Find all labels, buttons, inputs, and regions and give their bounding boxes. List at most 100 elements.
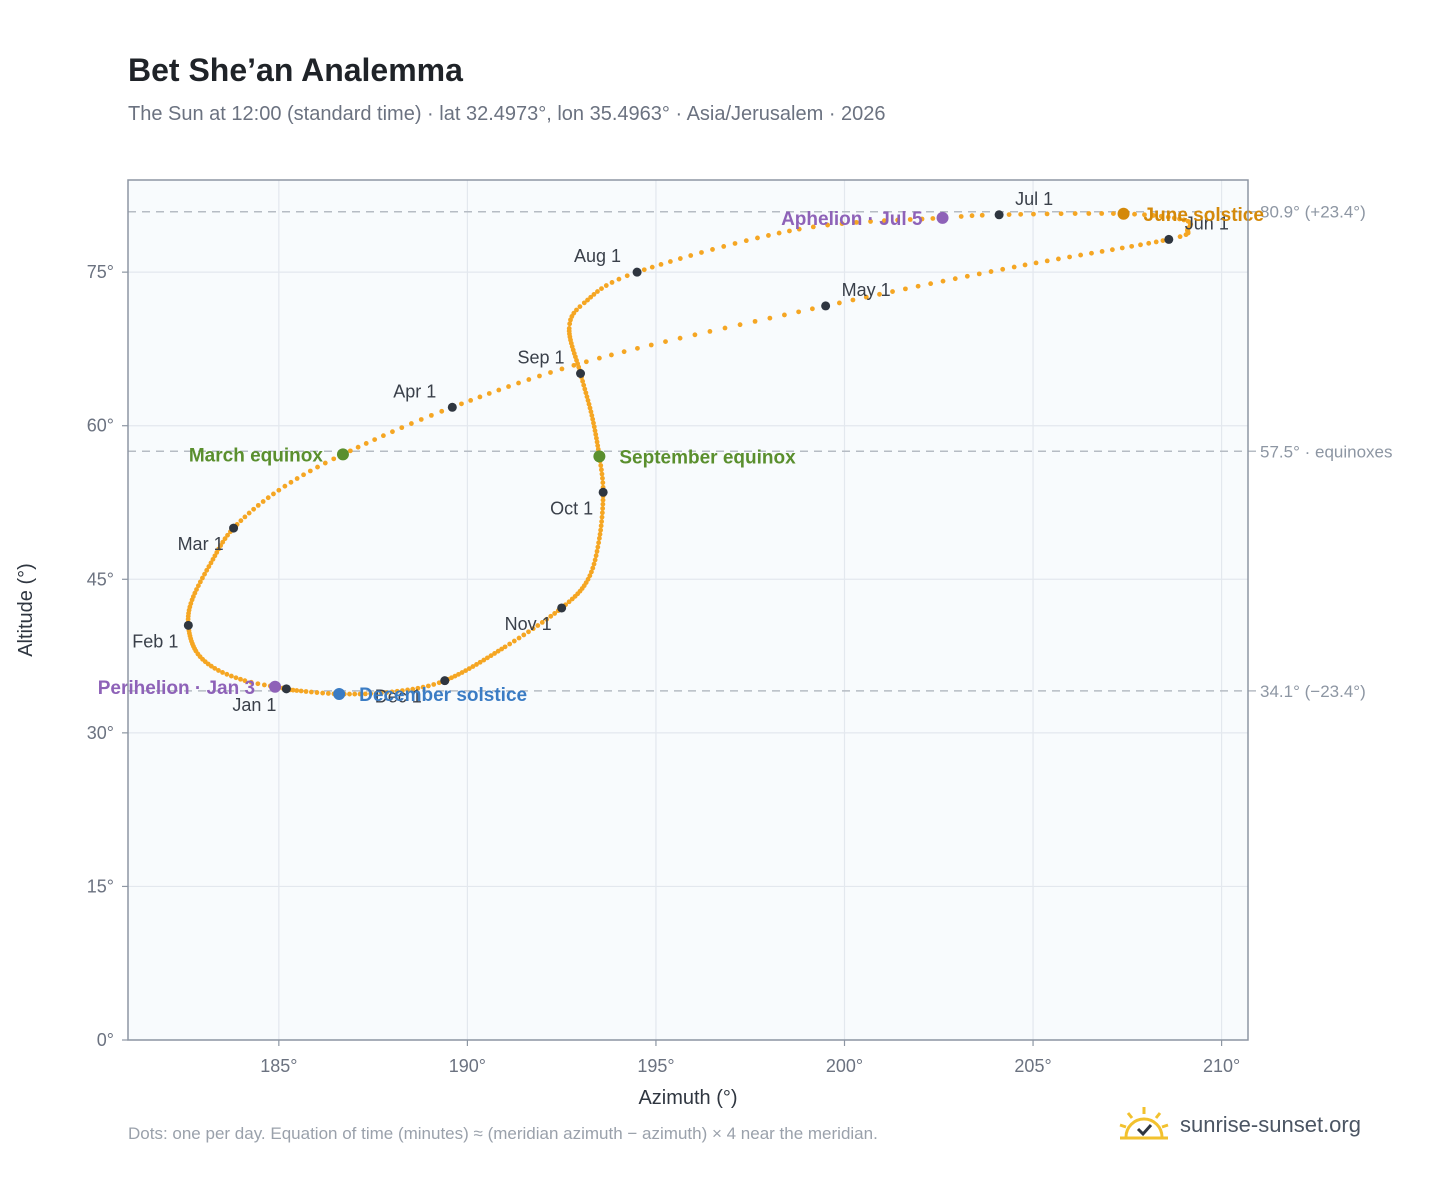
daily-dot — [1031, 211, 1036, 217]
daily-dot — [592, 557, 598, 563]
daily-dot — [1160, 238, 1166, 244]
daily-dot — [796, 309, 802, 315]
daily-dot — [1119, 245, 1125, 251]
daily-dot — [1086, 211, 1092, 216]
daily-dot — [710, 247, 715, 252]
daily-dot — [499, 646, 505, 652]
chart-footnote: Dots: one per day. Equation of time (min… — [128, 1124, 878, 1143]
daily-dot — [599, 467, 604, 473]
daily-dot — [1142, 212, 1147, 218]
daily-dot — [895, 217, 901, 223]
event-marker — [333, 687, 346, 700]
axis-ticks: 185° 190° 195° 200° 205° 210° 0° 15° 30° 45° 60° 75… — [87, 262, 1240, 1076]
month-marker — [447, 402, 457, 412]
daily-dot — [208, 560, 214, 566]
month-marker — [183, 620, 193, 630]
month-marker — [557, 603, 567, 613]
daily-dot — [585, 297, 590, 303]
daily-dot — [1018, 211, 1024, 217]
daily-dot — [222, 536, 228, 542]
daily-dot — [600, 475, 605, 481]
daily-dot — [271, 491, 276, 497]
daily-dot — [581, 382, 587, 388]
daily-dot — [559, 366, 565, 372]
brand-name: sunrise-sunset.org — [1180, 1112, 1361, 1137]
daily-dot — [919, 216, 925, 222]
daily-dot — [1022, 262, 1028, 268]
daily-dot — [591, 561, 597, 567]
daily-dot — [303, 689, 309, 694]
month-label: Feb 1 — [132, 631, 178, 651]
daily-dot — [362, 691, 368, 697]
daily-dot — [1033, 260, 1039, 266]
reference-line-label: 80.9° (+23.4°) — [1260, 203, 1366, 222]
daily-dot — [839, 221, 845, 226]
daily-dot — [595, 443, 601, 449]
daily-dot — [1171, 215, 1177, 221]
daily-dot — [347, 691, 352, 697]
event-label: March equinox — [189, 445, 324, 466]
plot-frame — [127, 179, 1249, 1041]
daily-dot — [903, 286, 908, 292]
daily-dot — [624, 273, 630, 279]
x-tick-label: 185° — [260, 1056, 297, 1076]
daily-dot — [598, 463, 604, 468]
daily-dot — [577, 304, 583, 310]
daily-dot — [197, 579, 203, 585]
daily-dot — [582, 386, 588, 392]
daily-dot — [599, 510, 605, 516]
daily-dot — [599, 471, 605, 477]
daily-dot — [1044, 258, 1050, 264]
daily-dot — [600, 480, 606, 486]
daily-dot — [1067, 254, 1072, 260]
daily-dot — [752, 318, 758, 324]
daily-dot — [459, 401, 464, 407]
daily-dot — [1099, 211, 1105, 216]
daily-dot — [1132, 211, 1137, 217]
month-label: Jul 1 — [1015, 189, 1053, 209]
daily-dot — [596, 355, 602, 361]
event-label: December solstice — [359, 685, 527, 706]
daily-dot — [428, 412, 434, 418]
daily-dot — [477, 394, 483, 400]
daily-dot — [585, 398, 591, 403]
daily-dot — [526, 377, 532, 382]
month-label: Nov 1 — [505, 614, 552, 634]
y-tick-label: 45° — [87, 569, 114, 589]
daily-dot — [439, 408, 445, 414]
y-tick-label: 15° — [87, 876, 114, 896]
daily-dot — [400, 688, 405, 694]
y-tick-label: 0° — [97, 1030, 114, 1050]
daily-dot — [242, 678, 248, 684]
month-label: Dec 1 — [375, 687, 422, 707]
daily-dot — [581, 300, 587, 306]
daily-dot — [492, 651, 497, 656]
daily-dot — [907, 217, 913, 222]
daily-dot — [699, 250, 704, 255]
daily-dot — [589, 413, 595, 418]
daily-dot — [587, 405, 593, 411]
daily-dot — [593, 432, 599, 437]
daily-dot — [574, 307, 579, 313]
daily-dot — [591, 420, 596, 426]
daily-dot — [877, 291, 882, 297]
sun-check-icon — [1119, 1107, 1169, 1140]
event-marker — [593, 450, 606, 463]
daily-dot — [635, 345, 640, 351]
daily-dot — [1058, 211, 1064, 217]
daily-dot — [246, 510, 252, 516]
daily-dot — [569, 596, 575, 602]
daily-dot — [373, 690, 379, 696]
daily-dot — [1177, 234, 1183, 240]
daily-dot — [516, 635, 522, 641]
brand[interactable]: sunrise-sunset.org — [1118, 1100, 1361, 1150]
daily-dot — [192, 590, 198, 596]
daily-dot — [1129, 243, 1135, 249]
daily-dot — [315, 464, 320, 470]
x-tick-label: 210° — [1203, 1056, 1240, 1076]
daily-dot — [825, 222, 831, 228]
x-tick-label: 190° — [449, 1056, 486, 1076]
daily-dot — [1111, 211, 1116, 216]
daily-dot — [616, 276, 622, 282]
daily-dot — [597, 531, 603, 537]
